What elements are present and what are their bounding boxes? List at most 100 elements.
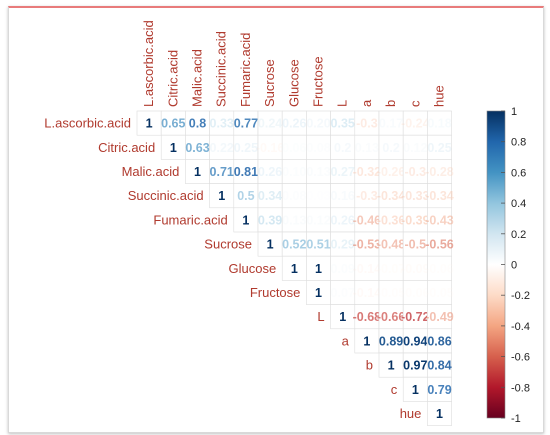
cell-value-6-12: -0.06 <box>425 262 454 276</box>
cell-2-3 <box>209 159 235 184</box>
cell-8-11 <box>402 304 428 330</box>
cell-value-5-10: -0.48 <box>377 238 406 252</box>
cell-value-2-5: 0.26 <box>258 165 282 179</box>
colorbar-label-9: -0.8 <box>511 382 530 394</box>
cell-0-9 <box>354 110 380 136</box>
cell-value-0-6: 0.26 <box>282 117 306 131</box>
col-label-8: L <box>335 100 350 107</box>
correlation-heatmap: L.ascorbic.acid Citric.acid Malic.acid Succ… <box>44 20 530 426</box>
cell-value-8-12: -0.49 <box>425 310 454 324</box>
cell-2-5 <box>257 159 283 184</box>
row-label-4: Fumaric.acid <box>153 212 227 227</box>
cell-value-0-7: 0.20 <box>306 117 330 131</box>
cell-value-4-6: 0.13 <box>282 213 306 227</box>
cell-5-11 <box>402 231 428 257</box>
cell-value-3-3: 1 <box>218 189 225 203</box>
cell-value-1-10: 0.2 <box>382 141 399 155</box>
cell-7-8 <box>330 280 356 305</box>
cell-4-4 <box>233 207 259 233</box>
cell-value-1-2: 0.63 <box>185 141 209 155</box>
row-label-8: L <box>317 309 324 324</box>
row-label-7: Fructose <box>250 285 301 300</box>
cell-value-1-7: 0.08 <box>306 141 330 155</box>
cell-value-5-8: 0.29 <box>331 238 355 252</box>
cell-0-5 <box>257 110 283 136</box>
cell-value-5-9: -0.53 <box>353 238 382 252</box>
cell-value-5-11: -0.5 <box>405 238 427 252</box>
cell-value-7-8: 0.07 <box>331 286 355 300</box>
colorbar-label-3: 0.4 <box>511 198 526 210</box>
cell-value-1-9: 0.13 <box>355 141 379 155</box>
cell-value-0-1: 0.65 <box>161 117 185 131</box>
cell-3-12 <box>427 183 452 209</box>
cell-7-11 <box>402 280 428 305</box>
cell-value-5-12: -0.56 <box>425 238 454 252</box>
col-label-1: Citric.acid <box>165 50 180 107</box>
row-label-5: Sucrose <box>204 237 252 252</box>
cell-2-12 <box>427 159 452 184</box>
cell-value-1-6: 0.06 <box>282 141 306 155</box>
cell-value-3-6: 0.08 <box>282 189 306 203</box>
cell-value-4-12: -0.43 <box>425 213 454 227</box>
cell-value-7-9: -0.14 <box>353 286 382 300</box>
cell-3-3 <box>209 183 235 209</box>
cell-value-4-7: 0.12 <box>306 213 330 227</box>
cell-value-12-12: 1 <box>436 407 443 421</box>
cell-value-6-10: -0.07 <box>377 262 406 276</box>
colorbar-label-5: 0 <box>511 260 517 272</box>
cell-value-1-5: -0.16 <box>256 141 285 155</box>
cell-0-7 <box>306 110 331 136</box>
cell-value-2-12: -0.28 <box>425 165 454 179</box>
cell-value-1-1: 1 <box>170 141 177 155</box>
cell-3-5 <box>257 183 283 209</box>
cell-1-8 <box>330 134 356 160</box>
cell-10-12 <box>427 352 452 378</box>
cell-2-7 <box>306 159 331 184</box>
col-label-7: Fructose <box>311 56 326 107</box>
cell-value-2-11: -0.3 <box>405 165 427 179</box>
cell-1-5 <box>257 134 283 160</box>
cell-7-9 <box>354 280 380 305</box>
cell-6-8 <box>330 255 356 281</box>
cell-value-1-11: 0.12 <box>403 141 427 155</box>
cell-6-6 <box>281 255 307 281</box>
cell-3-9 <box>354 183 380 209</box>
cell-value-6-11: -0.09 <box>401 262 430 276</box>
cell-0-11 <box>402 110 428 136</box>
cell-value-3-9: -0.3 <box>356 189 378 203</box>
cell-value-8-8: 1 <box>339 310 346 324</box>
cell-value-0-5: 0.24 <box>258 117 282 131</box>
cell-6-12 <box>427 255 452 281</box>
cell-10-10 <box>378 352 404 378</box>
row-label-11: c <box>391 382 398 397</box>
cell-5-10 <box>378 231 404 257</box>
cell-value-0-11: -0.24 <box>401 117 430 131</box>
cell-value-2-10: -0.26 <box>377 165 406 179</box>
colorbar-label-8: -0.6 <box>511 352 530 364</box>
cell-value-2-4: 0.81 <box>234 165 258 179</box>
colorbar-label-10: -1 <box>511 413 521 425</box>
cell-value-7-12: -0.05 <box>425 286 454 300</box>
cell-9-9 <box>354 328 380 354</box>
row-label-3: Succinic.acid <box>128 188 204 203</box>
cell-5-5 <box>257 231 283 257</box>
cell-1-10 <box>378 134 404 160</box>
col-label-4: Fumaric.acid <box>238 33 253 107</box>
cell-value-0-9: -0.3 <box>356 117 378 131</box>
cell-9-10 <box>378 328 404 354</box>
cell-4-7 <box>306 207 331 233</box>
cell-3-10 <box>378 183 404 209</box>
cell-3-4 <box>233 183 259 209</box>
cell-1-7 <box>306 134 331 160</box>
cell-11-11 <box>402 376 428 402</box>
cell-value-9-11: 0.94 <box>403 334 427 348</box>
col-label-2: Malic.acid <box>190 49 205 107</box>
cell-5-12 <box>427 231 452 257</box>
cell-1-9 <box>354 134 380 160</box>
cell-5-7 <box>306 231 331 257</box>
cell-2-10 <box>378 159 404 184</box>
cell-4-6 <box>281 207 307 233</box>
cell-value-1-4: 0.25 <box>234 141 258 155</box>
cell-value-6-6: 1 <box>291 262 298 276</box>
cell-value-7-7: 1 <box>315 286 322 300</box>
